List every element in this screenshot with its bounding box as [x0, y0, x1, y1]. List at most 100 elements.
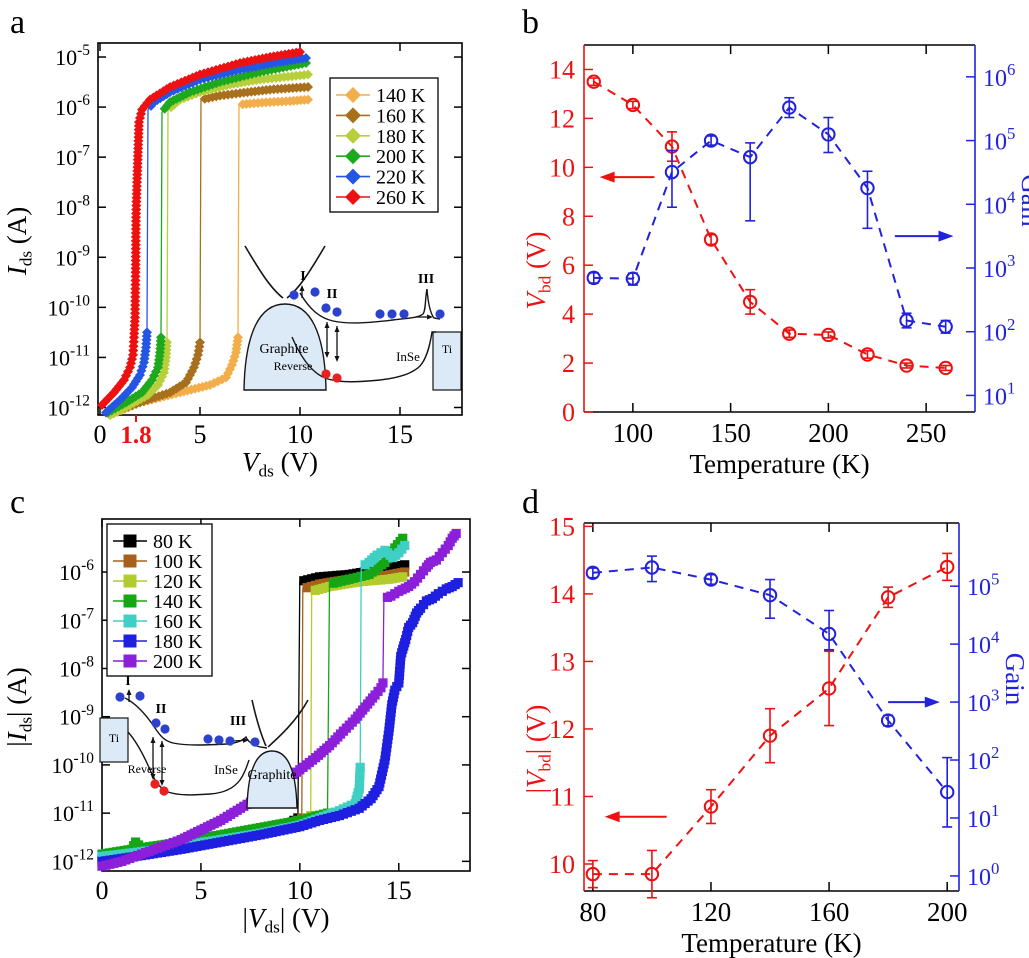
x-tick-label: 250 [906, 418, 947, 448]
legend-label: 100 K [153, 551, 203, 573]
x-axis-label: |Vds| (V) [243, 903, 330, 936]
series-gain [585, 555, 955, 828]
legend-item: 180 K [113, 631, 203, 653]
left-tick-label: 6 [562, 251, 575, 280]
y-tick-label: 10-11 [52, 798, 94, 826]
electron-dot [375, 309, 385, 319]
right-tick-label: 103 [967, 685, 999, 717]
electron-dot [203, 734, 213, 744]
x-tick-label: 0 [96, 876, 109, 905]
panel-a-iv-chart: 0 5 10 15 1.8 10-12 10-11 10-10 10-9 10-8 10-7 10-6… [2, 42, 463, 480]
x-axis-label: Temperature (K) [689, 449, 869, 479]
axes: 0 5 10 15 10-12 10-11 10-10 10-9 10-8 10-7 10-6 [51, 518, 471, 905]
legend-item: 100 K [113, 551, 203, 573]
inset-inse-label: InSe [214, 762, 238, 777]
hole-dot [159, 786, 169, 796]
legend-item: 220 K [336, 167, 426, 189]
y-tick-label: 10-7 [55, 142, 90, 170]
right-tick-label: 101 [967, 801, 999, 833]
left-tick-label: 0 [562, 398, 575, 427]
legend-label: 200 K [153, 651, 203, 673]
legend-item: 160 K [113, 611, 203, 633]
electron-dot [310, 287, 320, 297]
electron-dot [435, 309, 445, 319]
x-tick-label: 15 [386, 876, 412, 905]
right-axis-label: Gain [1016, 174, 1029, 227]
panel-d-dual-chart: 80 120 160 200 10 11 12 13 14 15 100 101 102 103 104 10… [521, 512, 1029, 958]
panel-label-b: b [522, 4, 539, 41]
axes: 80 120 160 200 10 11 12 13 14 15 100 101 102 103 104 10… [549, 512, 1000, 927]
panel-label-d: d [522, 484, 539, 521]
y-tick-label: 10-6 [55, 92, 90, 120]
series-220-k [101, 53, 311, 418]
left-tick-label: 14 [549, 580, 575, 609]
right-tick-label: 105 [983, 124, 1015, 156]
legend-label: 160 K [153, 611, 203, 633]
right-tick-label: 105 [967, 569, 999, 601]
x-tick-label: 150 [710, 418, 751, 448]
inset-region-iii-label: III [418, 272, 434, 287]
left-axis-label: |Vbd| (V) [521, 705, 554, 794]
panel-b-dual-chart: 100 150 200 250 0 2 4 6 8 10 12 14 101 102 103 104 105 10… [521, 44, 1029, 479]
electron-dot [332, 307, 342, 317]
series-vbd [585, 552, 955, 899]
inset-inse-label: InSe [396, 349, 420, 364]
panel-label-c: c [10, 484, 26, 521]
x-tick-label: 15 [387, 420, 413, 449]
legend-item: 140 K [113, 591, 203, 613]
y-tick-label: 10-5 [55, 42, 90, 70]
y-axis-label: Ids (A) [2, 207, 35, 277]
left-axis-arrow [604, 811, 667, 823]
y-tick-label: 10-8 [59, 654, 94, 682]
x-tick-label: 160 [809, 897, 850, 927]
left-tick-label: 10 [549, 850, 575, 879]
right-axis-arrow [888, 696, 940, 708]
inset-region-i-label: I [300, 269, 305, 284]
x-tick-label: 5 [194, 876, 207, 905]
legend-item: 180 K [336, 126, 426, 148]
right-tick-label: 103 [983, 251, 1015, 283]
y-tick-label: 10-9 [55, 242, 90, 270]
legend-label: 80 K [153, 531, 193, 553]
axes: 0 5 10 15 1.8 10-12 10-11 10-10 10-9 10-8 10-7 10-6… [47, 42, 463, 449]
x-tick-label: 200 [808, 418, 849, 448]
electron-dot [289, 290, 299, 300]
inset-ti-label: Ti [442, 342, 453, 356]
left-tick-label: 4 [562, 300, 575, 329]
left-tick-label: 8 [562, 202, 575, 231]
legend-item: 160 K [336, 105, 426, 127]
legend-label: 220 K [376, 167, 426, 189]
electron-dot [160, 724, 170, 734]
x-tick-label: 5 [194, 420, 207, 449]
y-axis-label: |Ids| (A) [2, 667, 35, 746]
series-vbd [586, 74, 953, 376]
y-tick-label: 10-11 [48, 343, 90, 371]
legend-item: 260 K [336, 187, 426, 209]
hole-dot [332, 373, 342, 383]
inset-region-i-label: I [125, 674, 130, 689]
right-tick-label: 102 [983, 315, 1015, 347]
x-tick-label: 0 [94, 420, 107, 449]
x-axis-label: Temperature (K) [681, 928, 861, 958]
y-tick-label: 10-8 [55, 192, 90, 220]
electron-dot [225, 736, 235, 746]
electron-dot [135, 691, 145, 701]
inset-region-ii-label: II [156, 702, 167, 717]
legend-label: 160 K [376, 105, 426, 127]
left-tick-label: 11 [550, 782, 575, 811]
y-tick-label: 10-12 [47, 393, 90, 421]
y-tick-label: 10-7 [59, 605, 94, 633]
inset-region-iii-label: III [230, 714, 246, 729]
legend-item: 140 K [336, 85, 426, 107]
x-tick-label: 10 [287, 420, 313, 449]
left-tick-label: 12 [549, 715, 575, 744]
series-260-k [97, 47, 305, 410]
electron-dot [250, 737, 260, 747]
panel-c-iv-chart: 0 5 10 15 10-12 10-11 10-10 10-9 10-8 10-7 10-6 |Vd… [2, 518, 471, 936]
inset-region-ii-label: II [327, 287, 338, 302]
left-tick-label: 12 [549, 104, 575, 133]
